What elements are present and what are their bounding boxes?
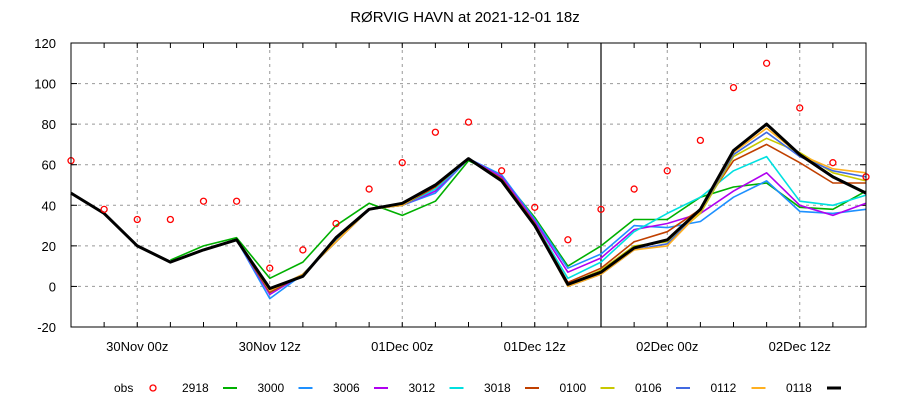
legend-label-obs: obs xyxy=(114,381,133,395)
obs-point xyxy=(663,167,671,175)
obs-point xyxy=(464,118,473,126)
legend-label-2918: 2918 xyxy=(182,381,209,395)
legend-label-0118: 0118 xyxy=(786,381,812,395)
series-line-3012 xyxy=(170,155,867,294)
obs-point xyxy=(266,264,274,272)
obs-point xyxy=(332,219,340,228)
obs-point xyxy=(829,159,837,167)
series-line-0106 xyxy=(170,131,867,292)
legend-marker-obs xyxy=(149,384,157,392)
obs-point xyxy=(232,197,241,205)
series-line-2918 xyxy=(170,159,867,280)
legend-label-3000: 3000 xyxy=(258,381,285,395)
obs-point xyxy=(762,59,771,67)
obs-point xyxy=(796,104,804,112)
y-tick-label: -20 xyxy=(37,320,56,335)
obs-point xyxy=(497,167,506,175)
obs-point xyxy=(100,205,108,213)
x-tick-label: 30Nov 00z xyxy=(106,339,168,354)
legend-label-3018: 3018 xyxy=(484,381,511,395)
legend-label-0100: 0100 xyxy=(560,381,587,395)
chart-title: RØRVIG HAVN at 2021-12-01 18z xyxy=(350,9,580,26)
obs-point xyxy=(133,215,141,224)
obs-point xyxy=(597,205,605,213)
obs-point xyxy=(299,246,307,254)
obs-point xyxy=(531,203,539,211)
obs-point xyxy=(729,83,738,92)
axes: -20 0 20 40 60 80 100 120 30Nov 00z 30Nov 12z 01De… xyxy=(34,36,866,354)
x-tick-label: 01Dec 00z xyxy=(371,339,433,354)
obs-point xyxy=(398,159,406,167)
y-tick-label: 100 xyxy=(34,77,56,92)
x-tick-label: 01Dec 12z xyxy=(504,339,566,354)
legend-label-3012: 3012 xyxy=(409,381,436,395)
x-tick-label: 02Dec 00z xyxy=(636,339,698,354)
obs-point xyxy=(199,197,208,205)
y-tick-label: 0 xyxy=(49,279,56,294)
obs-point xyxy=(166,215,175,224)
y-tick-label: 120 xyxy=(34,36,56,51)
series-group xyxy=(67,59,870,300)
legend-label-0112: 0112 xyxy=(711,381,737,395)
x-tick-label: 02Dec 12z xyxy=(769,339,831,354)
series-line-3018 xyxy=(170,143,866,294)
series-line-3000 xyxy=(170,157,867,300)
obs-point xyxy=(564,236,572,244)
series-line-0100 xyxy=(170,137,867,292)
obs-point xyxy=(365,185,373,193)
obs-point xyxy=(630,185,638,193)
series-line-3006 xyxy=(170,157,867,296)
y-tick-label: 40 xyxy=(42,198,56,213)
plot-frame xyxy=(70,42,867,328)
grid xyxy=(71,43,866,327)
series-line-0112 xyxy=(170,127,867,292)
legend: obs 2918 3000 3006 3012 3018 0100 0106 0112 0118 xyxy=(114,381,841,395)
legend-label-3006: 3006 xyxy=(333,381,360,395)
y-tick-label: 80 xyxy=(42,117,56,132)
y-tick-label: 60 xyxy=(42,158,56,173)
y-tick-label: 20 xyxy=(42,239,56,254)
legend-label-0106: 0106 xyxy=(635,381,662,395)
series-line-0118 xyxy=(70,122,867,290)
x-tick-label: 30Nov 12z xyxy=(239,339,301,354)
obs-point xyxy=(696,136,705,145)
obs-point xyxy=(431,128,440,136)
